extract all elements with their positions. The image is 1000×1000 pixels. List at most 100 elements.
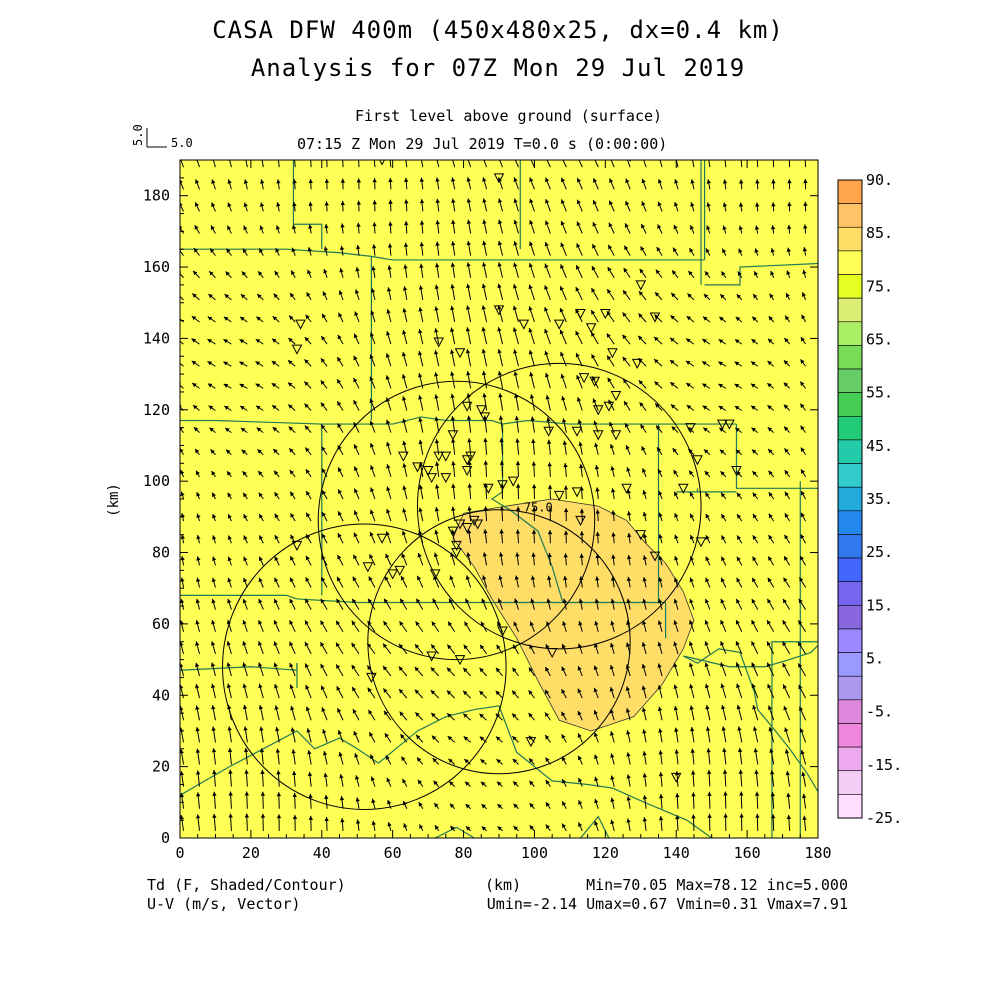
colorbar-label: 65. bbox=[866, 331, 893, 349]
wind-vector-head bbox=[735, 449, 741, 454]
wind-vector-head bbox=[306, 292, 311, 297]
wind-vector-head bbox=[353, 510, 358, 516]
wind-vector-head bbox=[738, 248, 743, 254]
wind-vector-head bbox=[531, 552, 536, 557]
station-marker bbox=[440, 451, 452, 462]
colorbar-label: -25. bbox=[866, 809, 902, 827]
wind-vector-head bbox=[721, 514, 726, 519]
wind-vector-head bbox=[642, 795, 648, 800]
wind-vector-head bbox=[642, 817, 647, 822]
wind-vector-head bbox=[383, 621, 388, 626]
wind-vector-head bbox=[417, 575, 422, 581]
wind-vector-head bbox=[196, 513, 201, 519]
wind-vector-head bbox=[275, 748, 281, 753]
wind-vector-head bbox=[450, 284, 455, 289]
wind-vector bbox=[788, 160, 791, 168]
wind-vector-head bbox=[369, 354, 374, 360]
level-label: First level above ground (surface) bbox=[355, 107, 663, 125]
wind-vector-head bbox=[208, 293, 213, 299]
wind-vector-head bbox=[274, 705, 279, 710]
station-marker bbox=[397, 451, 409, 462]
wind-vector-head bbox=[402, 440, 407, 446]
wind-vector-head bbox=[497, 305, 502, 310]
wind-vector-head bbox=[288, 337, 293, 343]
wind-vector-head bbox=[482, 393, 487, 398]
y-axis: 0 20 40 60 80 100 120 140 160 180 bbox=[143, 177, 818, 847]
station-marker bbox=[433, 337, 445, 348]
wind-vector-head bbox=[498, 393, 503, 398]
wind-vector-head bbox=[686, 405, 692, 410]
wind-vector-head bbox=[595, 509, 600, 514]
wind-vector-head bbox=[451, 506, 456, 511]
wind-vector-head bbox=[448, 598, 453, 604]
wind-vector-head bbox=[497, 240, 503, 246]
wind-vector-head bbox=[239, 361, 244, 366]
wind-vector-head bbox=[225, 271, 230, 276]
wind-vector-head bbox=[767, 338, 773, 344]
wind-vector-head bbox=[705, 248, 710, 253]
wind-vector-head bbox=[367, 687, 372, 693]
wind-vector-head bbox=[196, 556, 201, 561]
wind-vector-head bbox=[434, 529, 439, 535]
wind-vector-head bbox=[482, 575, 487, 580]
wind-vector-head bbox=[481, 826, 487, 831]
wind-vector-head bbox=[641, 663, 646, 669]
wind-vector-head bbox=[272, 338, 277, 343]
wind-vector-head bbox=[212, 769, 217, 775]
wind-vector-head bbox=[355, 797, 360, 802]
wind-vector-head bbox=[654, 359, 659, 364]
wind-vector-head bbox=[802, 269, 807, 275]
wind-vector-head bbox=[609, 731, 615, 736]
wind-vector-head bbox=[607, 377, 612, 383]
wind-vector-head bbox=[641, 642, 647, 647]
wind-vector-head bbox=[610, 819, 615, 825]
station-marker bbox=[426, 651, 437, 662]
station-marker bbox=[716, 419, 728, 430]
wind-vector-head bbox=[547, 575, 552, 581]
wind-vector-head bbox=[752, 577, 757, 583]
wind-vector-head bbox=[480, 644, 485, 650]
wind-vector-head bbox=[513, 262, 518, 268]
wind-vector-head bbox=[798, 641, 803, 647]
wind-vector-head bbox=[244, 791, 250, 796]
wind-vector-head bbox=[689, 684, 694, 689]
wind-vector-head bbox=[289, 315, 294, 320]
wind-vector-head bbox=[783, 404, 789, 409]
wind-vector-head bbox=[670, 382, 675, 387]
wind-vector-head bbox=[401, 396, 407, 401]
wind-vector-head bbox=[770, 248, 775, 253]
wind-vector-head bbox=[546, 417, 551, 422]
wind-vector-head bbox=[674, 749, 679, 754]
wind-vector-head bbox=[227, 577, 232, 583]
wind-vector-head bbox=[563, 553, 568, 558]
wind-vector-head bbox=[767, 620, 771, 625]
wind-vector-head bbox=[321, 468, 326, 473]
time-label: 07:15 Z Mon 29 Jul 2019 T=0.0 s (0:00:00… bbox=[297, 135, 668, 153]
wind-vector-head bbox=[561, 396, 566, 401]
wind-vector-head bbox=[338, 752, 343, 757]
wind-vector-head bbox=[641, 446, 646, 451]
wind-vector-head bbox=[387, 265, 392, 270]
wind-vector-head bbox=[547, 462, 552, 467]
wind-vector-head bbox=[592, 222, 597, 227]
wind-vector-head bbox=[658, 490, 663, 496]
wind-vector-head bbox=[385, 419, 391, 425]
colorbar-swatch bbox=[837, 179, 863, 204]
colorbar-swatch bbox=[837, 368, 863, 393]
wind-vector-head bbox=[513, 621, 518, 627]
wind-vector-head bbox=[227, 726, 232, 731]
wind-vector-head bbox=[432, 758, 438, 763]
wind-vector-head bbox=[449, 575, 454, 581]
wind-vector-head bbox=[689, 534, 695, 540]
wind-vector-head bbox=[289, 598, 294, 604]
wind-vector-head bbox=[212, 535, 217, 540]
wind-vector-head bbox=[451, 219, 456, 225]
wind-vector-head bbox=[577, 755, 582, 761]
wind-vector-head bbox=[706, 179, 711, 184]
colorbar-swatch bbox=[837, 321, 863, 346]
wind-vector-head bbox=[289, 577, 294, 583]
y-tick-label: 0 bbox=[161, 829, 170, 847]
wind-vector-head bbox=[497, 826, 503, 831]
wind-vector-head bbox=[594, 598, 600, 604]
wind-vector-head bbox=[658, 555, 663, 561]
